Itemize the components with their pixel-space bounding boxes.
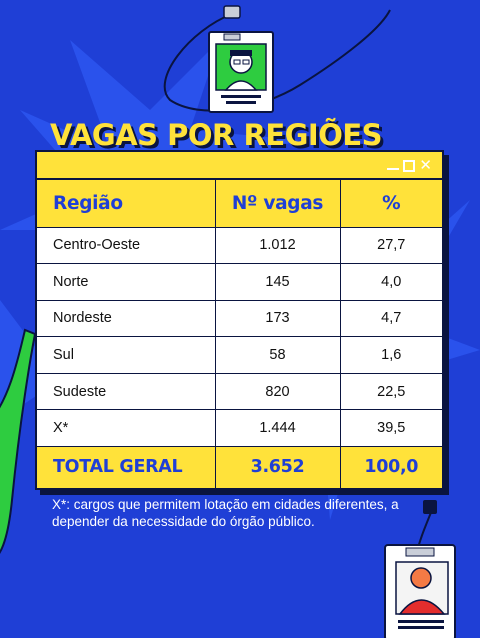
cell-percent: 39,5 <box>339 409 442 448</box>
cell-percent: 22,5 <box>339 372 442 411</box>
footnote: X*: cargos que permitem lotação em cidad… <box>52 497 399 529</box>
cell-region: Nordeste <box>37 299 216 338</box>
green-tube-decoration <box>0 328 37 555</box>
header-percent: % <box>339 180 442 228</box>
cell-percent: 27,7 <box>339 226 442 265</box>
maximize-icon <box>403 160 416 172</box>
minimize-icon <box>387 168 400 170</box>
cell-percent: 4,0 <box>339 263 442 301</box>
table-row: Nordeste 173 4,7 <box>37 299 442 338</box>
cell-percent: 4,7 <box>339 299 442 338</box>
cell-region: X* <box>37 409 216 448</box>
cell-vagas: 820 <box>214 372 341 411</box>
table-header-row: Região Nº vagas % <box>37 180 442 228</box>
cell-region: Sudeste <box>37 372 216 411</box>
total-vagas: 3.652 <box>214 446 341 488</box>
cell-vagas: 173 <box>214 299 341 338</box>
header-vagas: Nº vagas <box>214 180 341 228</box>
table-total-row: TOTAL GERAL 3.652 100,0 <box>37 446 442 488</box>
cell-region: Centro-Oeste <box>37 226 216 265</box>
table-row: Sul 58 1,6 <box>37 336 442 374</box>
cell-vagas: 145 <box>214 263 341 301</box>
total-percent: 100,0 <box>339 446 442 488</box>
header-regiao: Região <box>37 180 216 228</box>
badge-green-icon <box>208 5 274 113</box>
table-row: Norte 145 4,0 <box>37 263 442 301</box>
badge-avatar-icon <box>384 500 456 638</box>
table-row: Centro-Oeste 1.012 27,7 <box>37 226 442 265</box>
page-title: VAGAS POR REGIÕES <box>50 118 383 152</box>
vacancies-table: Região Nº vagas % Centro-Oeste 1.012 27,… <box>37 180 442 488</box>
window-controls: ✕ <box>387 156 432 174</box>
close-icon: ✕ <box>419 156 432 174</box>
cell-vagas: 1.444 <box>214 409 341 448</box>
cell-vagas: 1.012 <box>214 226 341 265</box>
total-label: TOTAL GERAL <box>37 446 216 488</box>
cell-percent: 1,6 <box>339 336 442 374</box>
window-titlebar: ✕ <box>37 152 442 180</box>
cell-region: Sul <box>37 336 216 374</box>
cell-region: Norte <box>37 263 216 301</box>
table-row: X* 1.444 39,5 <box>37 409 442 448</box>
cell-vagas: 58 <box>214 336 341 374</box>
table-window: ✕ Região Nº vagas % Centro-Oeste 1.012 2… <box>35 150 444 490</box>
table-row: Sudeste 820 22,5 <box>37 372 442 411</box>
